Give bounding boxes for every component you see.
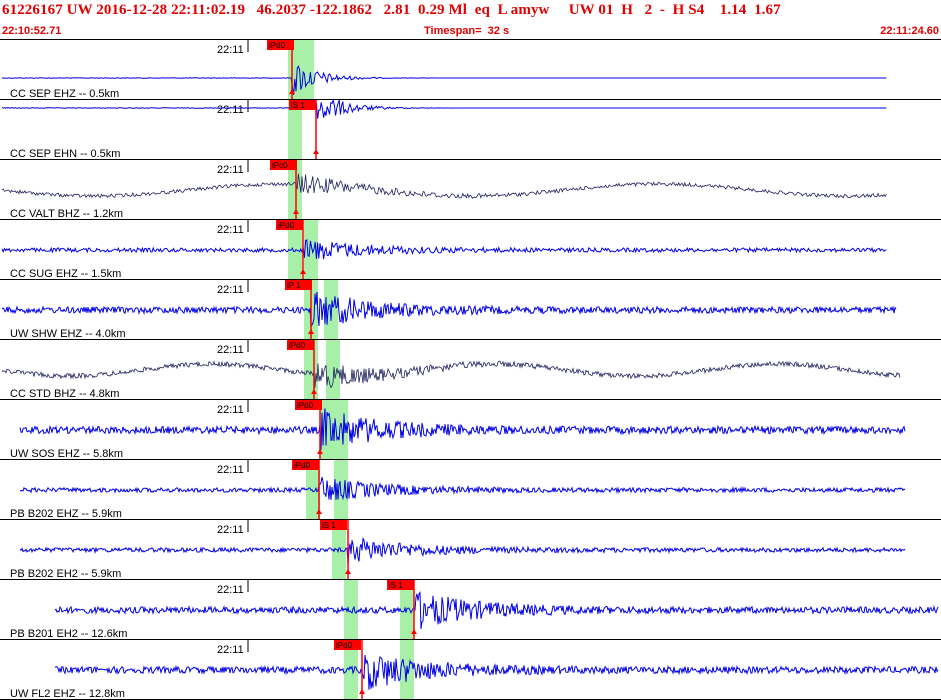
waveform-trace[interactable]	[1, 291, 897, 328]
pick-label-box[interactable]	[285, 280, 312, 290]
pick-label: iPd0	[294, 461, 311, 470]
pick-window	[306, 460, 320, 520]
pick-window	[344, 640, 358, 700]
waveform-trace[interactable]	[1, 65, 887, 95]
waveform-trace[interactable]	[54, 654, 939, 690]
pick-window	[344, 580, 358, 640]
pick-triangle-marker	[311, 389, 317, 394]
pick-label-box[interactable]	[287, 340, 314, 350]
window-start-time: 22:10:52.71	[2, 25, 62, 37]
channel-label: CC VALT BHZ -- 1.2km	[10, 208, 123, 220]
pick-window	[324, 280, 338, 340]
channel-label: UW SHW EHZ -- 4.0km	[10, 328, 126, 340]
channel-row[interactable]: 22:11 iPd0 CC SUG EHZ -- 1.5km	[0, 220, 941, 280]
channel-row[interactable]: 22:11 iS 1 PB B201 EH2 -- 12.6km	[0, 580, 941, 640]
time-tick-label: 22:11	[217, 164, 244, 176]
channel-label: UW FL2 EHZ -- 12.8km	[10, 688, 125, 700]
channel-row[interactable]: 22:11 iPc0 CC VALT BHZ -- 1.2km	[0, 160, 941, 220]
pick-window	[288, 220, 302, 280]
seismogram-panel[interactable]: 22:11 iPd0 CC SEP EHZ -- 0.5km 22:11 iS 1 CC …	[0, 40, 941, 700]
pick-triangle-marker	[411, 629, 417, 634]
channel-row[interactable]: 22:11 iPd0 UW FL2 EHZ -- 12.8km	[0, 640, 941, 700]
pick-label: iPd0	[336, 641, 353, 650]
pick-label-box[interactable]	[295, 400, 322, 410]
pick-label: iS 1	[322, 521, 336, 530]
channel-row[interactable]: 22:11 iP 1 UW SHW EHZ -- 4.0km	[0, 280, 941, 340]
pick-label-box[interactable]	[292, 460, 319, 470]
pick-label: iPd0	[278, 221, 295, 230]
time-tick-label: 22:11	[217, 464, 244, 476]
time-tick-label: 22:11	[217, 644, 244, 656]
pick-label: iPd0	[269, 41, 286, 50]
pick-triangle-marker	[300, 269, 306, 274]
channel-label: PB B201 EH2 -- 12.6km	[10, 628, 127, 640]
timespan-label: Timespan= 32 s	[424, 25, 510, 37]
waveform-trace[interactable]	[1, 239, 887, 260]
pick-label-box[interactable]	[270, 160, 297, 170]
pick-window	[288, 100, 302, 160]
pick-label: iP 1	[287, 281, 301, 290]
pick-window	[304, 220, 318, 280]
pick-window	[332, 520, 346, 580]
pick-triangle-marker	[317, 449, 323, 454]
time-tick-label: 22:11	[217, 224, 244, 236]
pick-label: iS 1	[389, 581, 403, 590]
channel-row[interactable]: 22:11 iS 1 CC SEP EHN -- 0.5km	[0, 98, 941, 160]
time-tick-label: 22:11	[217, 344, 244, 356]
pick-label: iPd0	[289, 341, 306, 350]
time-tick-label: 22:11	[217, 284, 244, 296]
pick-label-box[interactable]	[320, 520, 347, 530]
event-summary-line: 61226167 UW 2016-12-28 22:11:02.19 46.20…	[2, 2, 781, 18]
pick-label: iPc0	[272, 161, 288, 170]
time-tick-label: 22:11	[217, 104, 244, 116]
waveform-trace[interactable]	[19, 537, 906, 565]
pick-triangle-marker	[345, 569, 351, 574]
pick-label: iS 1	[291, 101, 305, 110]
pick-triangle-marker	[293, 209, 299, 214]
waveform-trace[interactable]	[1, 173, 887, 199]
pick-triangle-marker	[313, 149, 319, 154]
channel-row[interactable]: 22:11 iPd0 PB B202 EHZ -- 5.9km	[0, 460, 941, 520]
channel-label: CC STD BHZ -- 4.8km	[10, 388, 119, 400]
pick-label-box[interactable]	[276, 220, 303, 230]
pick-label-box[interactable]	[387, 580, 414, 590]
channel-row[interactable]: 22:11 iPd0 CC STD BHZ -- 4.8km	[0, 340, 941, 400]
channel-row[interactable]: 22:11 iPd0 CC SEP EHZ -- 0.5km	[0, 40, 941, 100]
pick-label-box[interactable]	[289, 100, 316, 110]
waveform-trace[interactable]	[54, 591, 939, 629]
channel-label: CC SUG EHZ -- 1.5km	[10, 268, 121, 280]
time-tick-label: 22:11	[217, 44, 244, 56]
time-tick-label: 22:11	[217, 584, 244, 596]
channel-label: CC SEP EHZ -- 0.5km	[10, 88, 119, 100]
pick-window	[302, 40, 314, 100]
event-header: 61226167 UW 2016-12-28 22:11:02.19 46.20…	[0, 0, 941, 40]
waveform-trace[interactable]	[1, 360, 901, 389]
channel-row[interactable]: 22:11 iPd0 UW SOS EHZ -- 5.8km	[0, 400, 941, 460]
pick-triangle-marker	[359, 689, 365, 694]
time-tick-label: 22:11	[217, 404, 244, 416]
pick-window	[326, 340, 340, 400]
waveform-trace[interactable]	[19, 408, 906, 450]
pick-label-box[interactable]	[334, 640, 361, 650]
pick-triangle-marker	[308, 329, 314, 334]
pick-triangle-marker	[316, 509, 322, 514]
pick-label: iPd0	[297, 401, 314, 410]
waveform-trace[interactable]	[19, 476, 906, 501]
header-divider	[0, 39, 941, 40]
channel-label: CC SEP EHN -- 0.5km	[10, 148, 120, 160]
channel-label: UW SOS EHZ -- 5.8km	[10, 448, 123, 460]
time-tick-label: 22:11	[217, 524, 244, 536]
channel-label: PB B202 EHZ -- 5.9km	[10, 508, 122, 520]
channel-label: PB B202 EH2 -- 5.9km	[10, 568, 121, 580]
pick-triangle-marker	[289, 89, 295, 94]
window-end-time: 22:11:24.60	[880, 25, 939, 37]
channel-row[interactable]: 22:11 iS 1 PB B202 EH2 -- 5.9km	[0, 520, 941, 580]
waveform-trace[interactable]	[1, 98, 887, 119]
pick-label-box[interactable]	[267, 40, 294, 50]
